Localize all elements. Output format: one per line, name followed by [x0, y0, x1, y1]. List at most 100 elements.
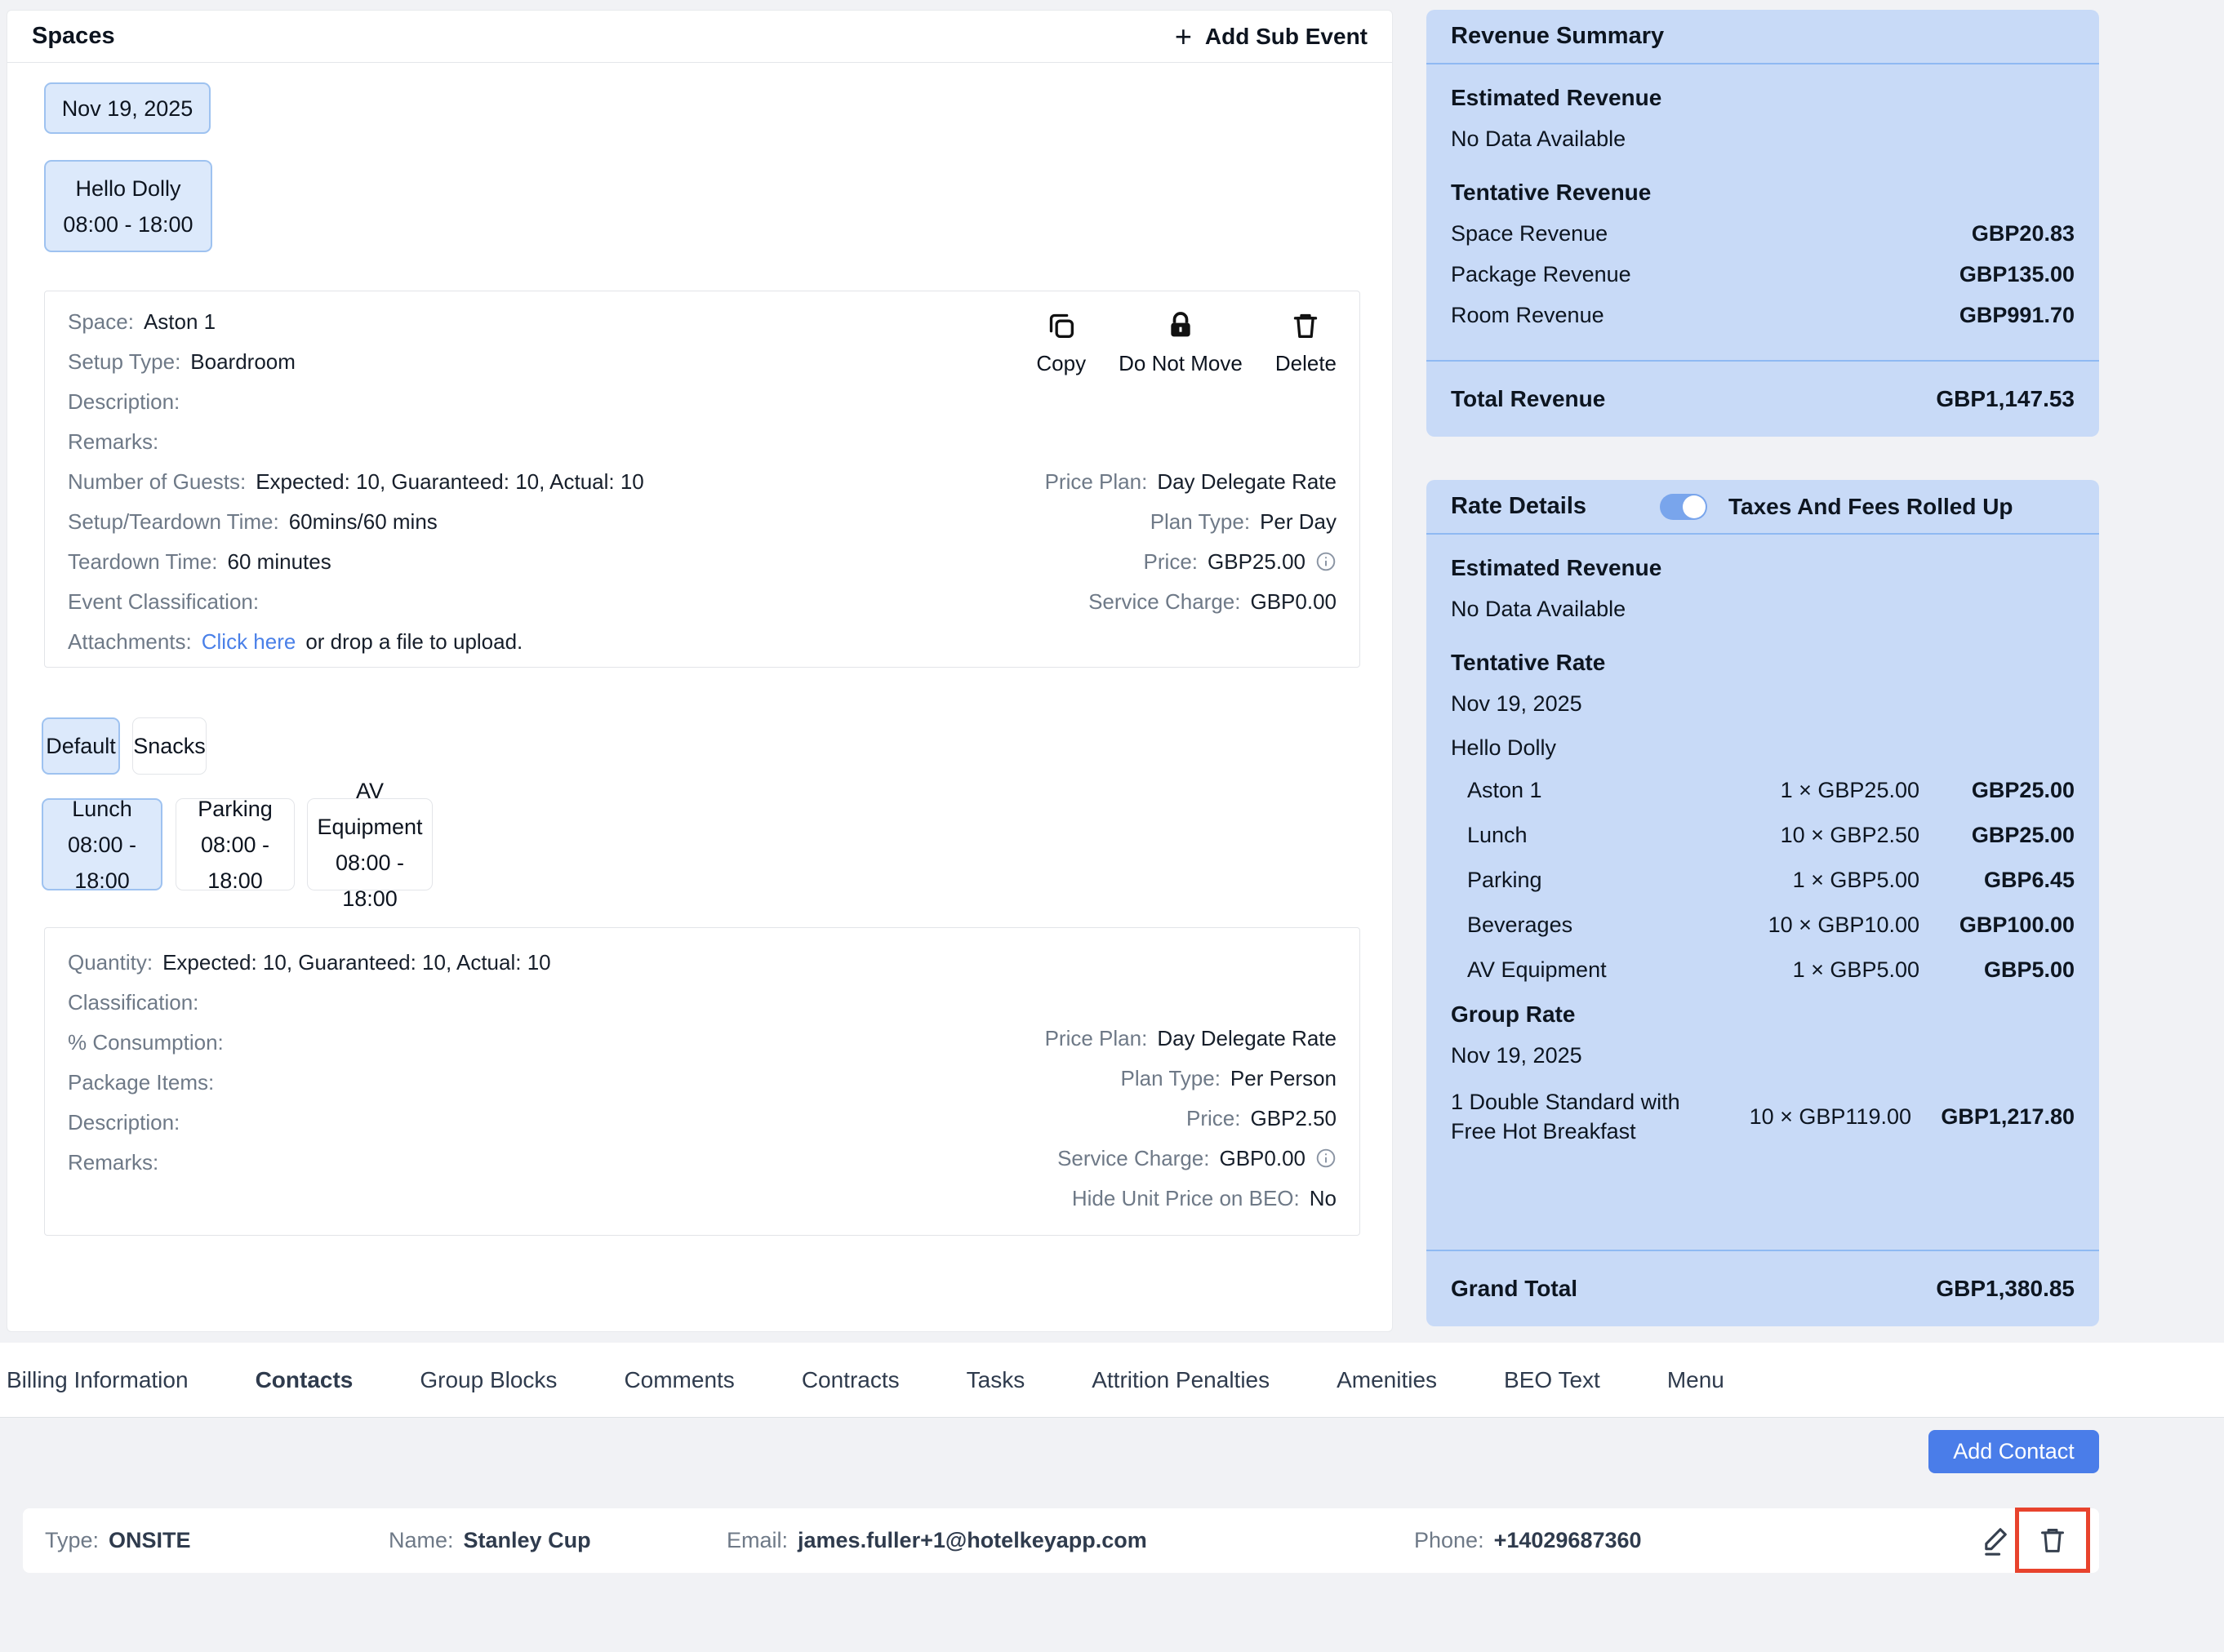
add-contact-button[interactable]: Add Contact: [1928, 1430, 2099, 1473]
contact-name-field: Name: Stanley Cup: [389, 1508, 591, 1573]
revenue-row: Package Revenue GBP135.00: [1451, 262, 2075, 286]
contact-type-value: ONSITE: [109, 1528, 191, 1552]
tab-menu[interactable]: Menu: [1666, 1366, 1724, 1392]
addon-chip-av-equipment[interactable]: AV Equipment 08:00 - 18:00: [307, 779, 433, 911]
space-detail-card: Space: Aston 1 Setup Type: Boardroom Descr…: [44, 291, 1360, 668]
field-value: Per Day: [1260, 509, 1337, 534]
group-tab-default[interactable]: Default: [42, 717, 120, 775]
rate-item-total: GBP5.00: [1983, 957, 2075, 982]
tab-contracts[interactable]: Contracts: [801, 1366, 900, 1392]
field-label: Setup/Teardown Time:: [68, 509, 279, 534]
rate-item-name: Beverages: [1467, 913, 1573, 937]
attachments-label: Attachments:: [68, 629, 192, 654]
field-value: GBP0.00: [1219, 1146, 1305, 1170]
group-rate-item-total: GBP1,217.80: [1941, 1104, 2075, 1129]
rate-details-body: Estimated Revenue No Data Available Tent…: [1426, 535, 2099, 1250]
spaces-header: Spaces + Add Sub Event: [7, 11, 1392, 63]
do-not-move-button[interactable]: Do Not Move: [1119, 309, 1243, 374]
contact-email-label: Email:: [727, 1528, 789, 1552]
info-icon[interactable]: [1315, 551, 1337, 572]
group-rate-item: 1 Double Standard with Free Hot Breakfas…: [1451, 1087, 2075, 1146]
rate-item-total: GBP6.45: [1983, 868, 2075, 892]
tab-contacts[interactable]: Contacts: [255, 1366, 354, 1392]
revenue-label: Package Revenue: [1451, 262, 1631, 286]
trash-icon: [1289, 309, 1322, 346]
field-value: GBP25.00: [1208, 549, 1305, 574]
pencil-icon: [1979, 1528, 2015, 1561]
tab-comments[interactable]: Comments: [624, 1366, 735, 1392]
field-label: Service Charge:: [1088, 589, 1241, 614]
rate-event-name: Hello Dolly: [1451, 735, 1557, 760]
addon-name: AV Equipment: [317, 778, 423, 839]
tab-billing-information[interactable]: Billing Information: [7, 1366, 189, 1392]
field-label: % Consumption:: [68, 1030, 224, 1055]
group-tab-label: Snacks: [133, 734, 206, 758]
bottom-tab-bar: Billing Information Contacts Group Block…: [0, 1343, 2224, 1418]
revenue-value: GBP20.83: [1971, 221, 2075, 246]
tab-tasks[interactable]: Tasks: [966, 1366, 1025, 1392]
addon-chip-lunch[interactable]: Lunch 08:00 - 18:00: [42, 797, 162, 893]
info-icon[interactable]: [1315, 1148, 1337, 1169]
total-revenue-row: Total Revenue GBP1,147.53: [1426, 360, 2099, 437]
edit-contact-button[interactable]: [1979, 1522, 2015, 1558]
field-value: GBP2.50: [1250, 1106, 1337, 1130]
field-label: Teardown Time:: [68, 549, 218, 574]
sub-event-chip[interactable]: Hello Dolly 08:00 - 18:00: [44, 160, 212, 252]
rate-item-qty: 1 × GBP25.00: [1780, 778, 1919, 802]
space-card-actions: Copy Do Not Move Delete: [1036, 309, 1337, 374]
space-price-fields: Price Plan: Day Delegate Rate Plan Type: P…: [1045, 470, 1337, 630]
revenue-summary-header: Revenue Summary: [1426, 10, 2099, 64]
lock-icon: [1164, 309, 1197, 346]
spaces-panel: Spaces + Add Sub Event Nov 19, 2025 Hell…: [7, 10, 1393, 1332]
field-label: Description:: [68, 389, 180, 414]
copy-button[interactable]: Copy: [1036, 309, 1086, 374]
field-value: GBP0.00: [1250, 589, 1337, 614]
contact-type-label: Type:: [45, 1528, 100, 1552]
rate-item-qty: 10 × GBP10.00: [1768, 913, 1919, 937]
addon-chip-parking[interactable]: Parking 08:00 - 18:00: [176, 797, 295, 893]
contact-type-field: Type: ONSITE: [45, 1508, 191, 1573]
tab-amenities[interactable]: Amenities: [1337, 1366, 1438, 1392]
date-chip[interactable]: Nov 19, 2025: [44, 82, 211, 134]
delete-contact-button[interactable]: [2036, 1524, 2069, 1557]
field-value: Per Person: [1230, 1066, 1337, 1090]
revenue-summary-panel: Revenue Summary Estimated Revenue No Dat…: [1426, 10, 2099, 437]
delete-button[interactable]: Delete: [1275, 309, 1337, 374]
tab-group-blocks[interactable]: Group Blocks: [420, 1366, 558, 1392]
revenue-value: GBP991.70: [1959, 303, 2075, 327]
total-revenue-label: Total Revenue: [1451, 386, 1606, 411]
group-rate-heading: Group Rate: [1451, 1001, 1576, 1027]
tab-beo-text[interactable]: BEO Text: [1504, 1366, 1600, 1392]
taxes-rolled-up-toggle[interactable]: [1660, 493, 1708, 520]
estimated-revenue-heading: Estimated Revenue: [1451, 555, 1662, 580]
field-label: Remarks:: [68, 1150, 159, 1175]
attachments-upload-link[interactable]: Click here: [201, 629, 296, 654]
space-fields: Space: Aston 1 Setup Type: Boardroom Descr…: [68, 310, 644, 670]
rate-item-name: Lunch: [1467, 823, 1528, 847]
date-chip-label: Nov 19, 2025: [61, 95, 193, 121]
field-value: Boardroom: [190, 349, 296, 374]
field-value: Aston 1: [143, 309, 216, 334]
grand-total-row: Grand Total GBP1,380.85: [1426, 1250, 2099, 1326]
add-sub-event-label: Add Sub Event: [1204, 23, 1368, 49]
rate-item-qty: 1 × GBP5.00: [1792, 957, 1919, 982]
rate-details-header: Rate Details Taxes And Fees Rolled Up: [1426, 480, 2099, 535]
grand-total-value: GBP1,380.85: [1936, 1276, 2075, 1301]
field-label: Hide Unit Price on BEO:: [1071, 1186, 1300, 1210]
estimated-revenue-heading: Estimated Revenue: [1451, 85, 1662, 110]
group-tab-snacks[interactable]: Snacks: [132, 717, 207, 775]
tab-attrition-penalties[interactable]: Attrition Penalties: [1092, 1366, 1270, 1392]
add-sub-event-button[interactable]: + Add Sub Event: [1175, 21, 1368, 51]
sub-event-time: 08:00 - 18:00: [63, 211, 193, 237]
group-rate-item-name: 1 Double Standard with Free Hot Breakfas…: [1451, 1090, 1680, 1144]
spaces-title: Spaces: [32, 23, 115, 49]
no-data-text: No Data Available: [1451, 597, 1626, 621]
addon-detail-card: Quantity: Expected: 10, Guaranteed: 10, A…: [44, 927, 1360, 1236]
revenue-row: Room Revenue GBP991.70: [1451, 303, 2075, 327]
contact-row: Type: ONSITE Name: Stanley Cup Email: ja…: [23, 1508, 2099, 1573]
contact-name-value: Stanley Cup: [463, 1528, 591, 1552]
field-value: Expected: 10, Guaranteed: 10, Actual: 10: [162, 950, 551, 975]
field-value: Day Delegate Rate: [1157, 1026, 1337, 1050]
copy-icon: [1045, 309, 1078, 346]
